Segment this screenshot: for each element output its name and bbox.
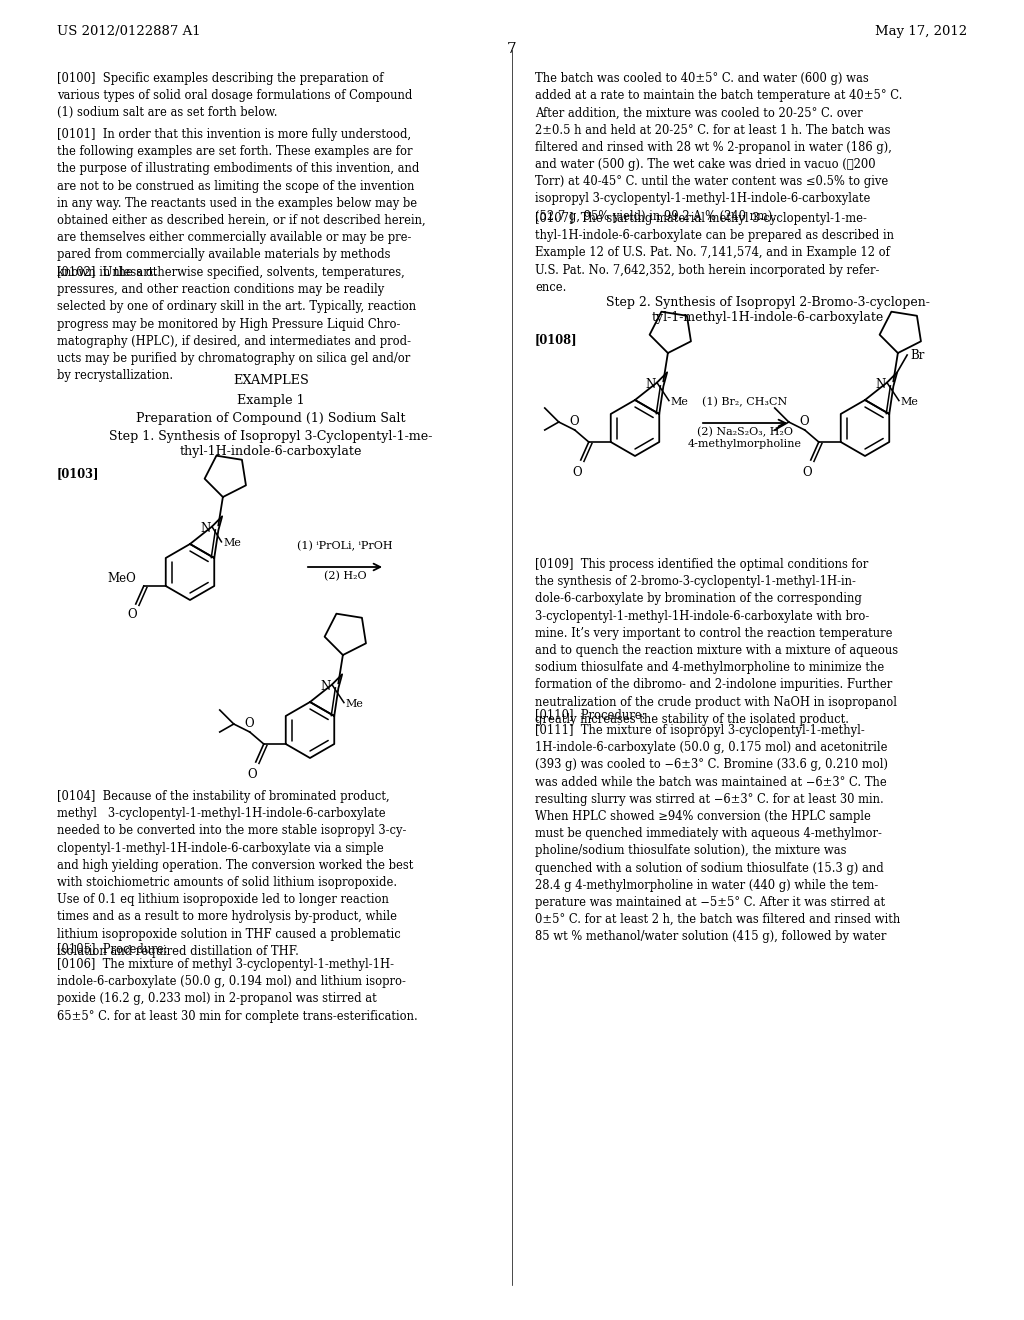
Text: 4-methylmorpholine: 4-methylmorpholine xyxy=(688,440,802,449)
Text: [0105]  Procedure:: [0105] Procedure: xyxy=(57,942,168,954)
Text: Me: Me xyxy=(346,698,364,709)
Text: (1) ⁱPrOLi, ⁱPrOH: (1) ⁱPrOLi, ⁱPrOH xyxy=(297,541,393,550)
Text: Step 1. Synthesis of Isopropyl 3-Cyclopentyl-1-me-: Step 1. Synthesis of Isopropyl 3-Cyclope… xyxy=(110,430,433,444)
Text: O: O xyxy=(127,609,136,620)
Text: US 2012/0122887 A1: US 2012/0122887 A1 xyxy=(57,25,201,38)
Text: (2) Na₂S₂O₃, H₂O: (2) Na₂S₂O₃, H₂O xyxy=(697,426,793,437)
Text: [0111]  The mixture of isopropyl 3-cyclopentyl-1-methyl-
1H-indole-6-carboxylate: [0111] The mixture of isopropyl 3-cyclop… xyxy=(535,723,900,944)
Text: N: N xyxy=(646,378,656,391)
Text: (2) H₂O: (2) H₂O xyxy=(324,572,367,581)
Text: (1) Br₂, CH₃CN: (1) Br₂, CH₃CN xyxy=(702,396,787,407)
Text: thyl-1H-indole-6-carboxylate: thyl-1H-indole-6-carboxylate xyxy=(180,445,362,458)
Text: [0101]  In order that this invention is more fully understood,
the following exa: [0101] In order that this invention is m… xyxy=(57,128,426,279)
Text: [0100]  Specific examples describing the preparation of
various types of solid o: [0100] Specific examples describing the … xyxy=(57,73,413,119)
Text: Me: Me xyxy=(901,396,919,407)
Text: MeO: MeO xyxy=(106,573,136,586)
Text: [0109]  This process identified the optimal conditions for
the synthesis of 2-br: [0109] This process identified the optim… xyxy=(535,558,898,726)
Text: [0108]: [0108] xyxy=(535,333,578,346)
Text: [0103]: [0103] xyxy=(57,467,99,480)
Text: O: O xyxy=(802,466,812,479)
Text: N: N xyxy=(201,523,211,535)
Text: Preparation of Compound (1) Sodium Salt: Preparation of Compound (1) Sodium Salt xyxy=(136,412,406,425)
Text: Example 1: Example 1 xyxy=(238,393,305,407)
Text: [0107]  The starting material methyl 3-cyclopentyl-1-me-
thyl-1H-indole-6-carbox: [0107] The starting material methyl 3-cy… xyxy=(535,213,894,294)
Text: [0110]  Procedure:: [0110] Procedure: xyxy=(535,708,645,721)
Text: O: O xyxy=(569,414,579,428)
Text: O: O xyxy=(572,466,582,479)
Text: Me: Me xyxy=(223,537,242,548)
Text: May 17, 2012: May 17, 2012 xyxy=(874,25,967,38)
Text: N: N xyxy=(876,378,886,391)
Text: N: N xyxy=(321,680,331,693)
Text: Br: Br xyxy=(910,348,925,362)
Text: [0106]  The mixture of methyl 3-cyclopentyl-1-methyl-1H-
indole-6-carboxylate (5: [0106] The mixture of methyl 3-cyclopent… xyxy=(57,958,418,1023)
Text: Me: Me xyxy=(671,396,689,407)
Text: O: O xyxy=(799,414,809,428)
Text: 7: 7 xyxy=(507,42,517,55)
Text: O: O xyxy=(247,768,257,781)
Text: O: O xyxy=(244,717,254,730)
Text: The batch was cooled to 40±5° C. and water (600 g) was
added at a rate to mainta: The batch was cooled to 40±5° C. and wat… xyxy=(535,73,902,223)
Text: Step 2. Synthesis of Isopropyl 2-Bromo-3-cyclopen-: Step 2. Synthesis of Isopropyl 2-Bromo-3… xyxy=(606,296,930,309)
Text: tyl-1-methyl-1H-indole-6-carboxylate: tyl-1-methyl-1H-indole-6-carboxylate xyxy=(652,312,884,323)
Text: [0102]  Unless otherwise specified, solvents, temperatures,
pressures, and other: [0102] Unless otherwise specified, solve… xyxy=(57,267,416,383)
Text: EXAMPLES: EXAMPLES xyxy=(233,374,309,387)
Text: [0104]  Because of the instability of brominated product,
methyl   3-cyclopentyl: [0104] Because of the instability of bro… xyxy=(57,789,414,958)
